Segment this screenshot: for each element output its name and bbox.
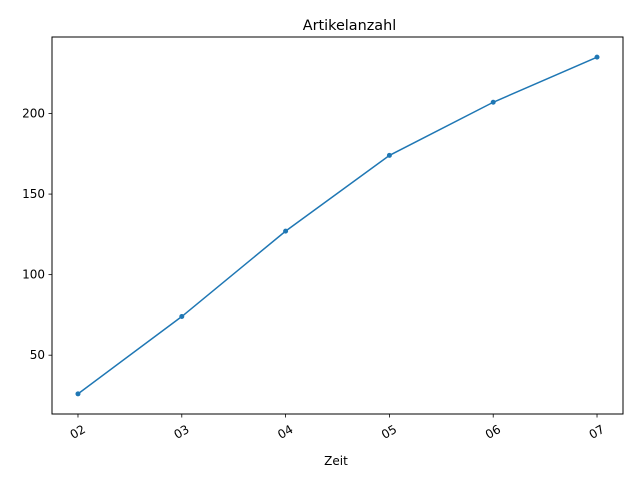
plot-frame (51, 36, 624, 415)
series-line (77, 56, 598, 395)
x-axis-label: Zeit (324, 454, 348, 468)
data-point (179, 314, 185, 320)
chart-title: Artikelanzahl (303, 18, 397, 34)
y-tick-label: 50 (30, 348, 45, 362)
series-layer (75, 54, 600, 397)
x-tick-label: 07 (587, 422, 607, 442)
data-point (283, 228, 289, 234)
x-tick-label: 02 (68, 422, 88, 442)
data-point (75, 391, 81, 397)
x-tick-label: 06 (483, 422, 503, 442)
y-axis-ticks: 50 100 150 200 (22, 107, 52, 362)
data-point (490, 99, 496, 105)
data-point (386, 152, 392, 158)
x-tick-label: 04 (275, 422, 295, 442)
data-point (594, 54, 600, 60)
y-tick-label: 150 (22, 187, 45, 201)
y-tick-label: 200 (22, 107, 45, 121)
x-tick-label: 03 (171, 422, 191, 442)
x-tick-label: 05 (379, 422, 399, 442)
x-axis-ticks: 02 03 04 05 06 07 (68, 414, 607, 442)
y-tick-label: 100 (22, 268, 45, 282)
